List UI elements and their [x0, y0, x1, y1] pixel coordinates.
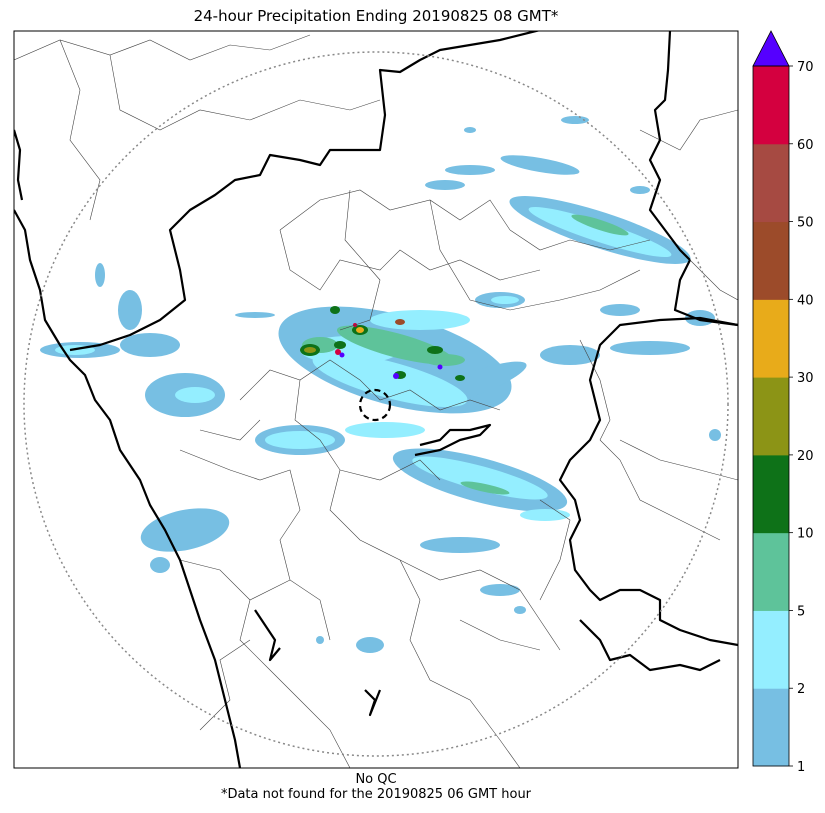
caption-qc-note: No QC — [355, 772, 397, 787]
map-title: 24-hour Precipitation Ending 20190825 08… — [193, 7, 559, 25]
colorbar-tick-label: 60 — [797, 138, 814, 153]
precip-layer-heavy — [300, 306, 465, 381]
colorbar-frame — [752, 65, 790, 767]
map-caption: No QC *Data not found for the 20190825 0… — [0, 772, 752, 802]
colorbar-tick-label: 10 — [797, 527, 814, 542]
colorbar-ticks: 1 2 5 10 20 30 40 50 60 70 — [789, 60, 814, 775]
colorbar-segment — [753, 66, 789, 145]
state-boundaries — [14, 31, 738, 768]
radar-range-ring — [23, 51, 729, 757]
colorbar-tick-label: 1 — [797, 760, 805, 775]
caption-missing-data-note: *Data not found for the 20190825 06 GMT … — [220, 787, 532, 802]
colorbar-tick-label: 40 — [797, 293, 814, 308]
colorbar-segment — [753, 688, 789, 767]
colorbar-segment — [753, 454, 789, 534]
colorbar-segment — [753, 143, 789, 223]
colorbar-tick-label: 50 — [797, 216, 814, 231]
colorbar-segment — [753, 299, 789, 378]
colorbar-segment — [753, 610, 789, 689]
colorbar-tick-label: 70 — [797, 60, 814, 75]
radar-site-dashed-circle-icon — [358, 388, 392, 422]
colorbar-segment — [753, 221, 789, 300]
colorbar-segment — [753, 532, 789, 611]
colorbar-tick-label: 5 — [797, 604, 805, 619]
colorbar-segments — [753, 66, 789, 767]
colorbar-tick-label: 2 — [797, 682, 805, 697]
colorbar-tick-label: 20 — [797, 449, 814, 464]
map-frame — [13, 30, 739, 769]
colorbar-extend-max-arrow — [752, 30, 790, 67]
district-boundaries — [14, 34, 738, 768]
colorbar-segment — [753, 377, 789, 456]
colorbar-tick-label: 30 — [797, 371, 814, 386]
